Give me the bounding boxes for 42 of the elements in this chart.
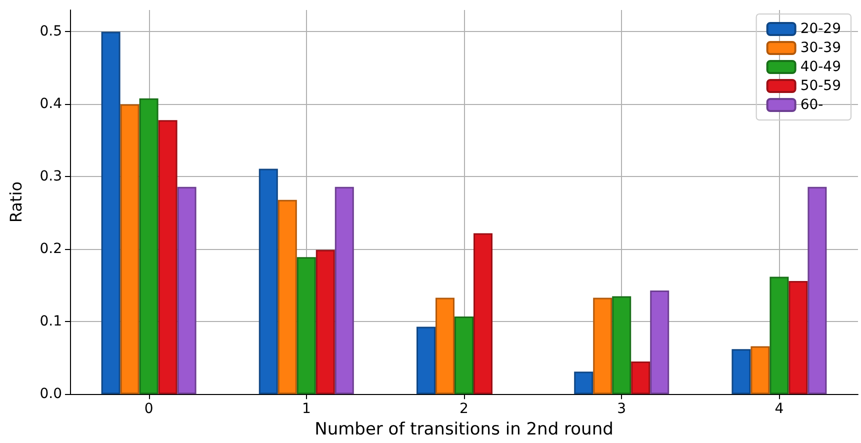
bar <box>416 326 436 394</box>
x-tick-label: 4 <box>774 401 784 418</box>
y-tick-label: 0.5 <box>40 24 62 40</box>
bar <box>750 346 770 394</box>
legend-label: 20-29 <box>800 21 842 37</box>
y-tick-label: 0.4 <box>40 96 62 112</box>
bar <box>650 290 670 394</box>
bar <box>296 257 316 394</box>
bar <box>474 233 492 394</box>
bar <box>334 186 354 394</box>
bar <box>770 276 789 394</box>
y-tick-label: 0.2 <box>40 241 62 258</box>
legend-label: 30-39 <box>800 40 842 56</box>
x-tick-label: 3 <box>617 401 626 418</box>
bar <box>574 372 594 394</box>
bar <box>258 168 278 394</box>
bar <box>454 316 474 394</box>
bar <box>808 186 827 394</box>
bar <box>631 361 650 394</box>
y-tick-label: 0.1 <box>40 314 62 330</box>
y-tick-label: 0.3 <box>40 168 62 185</box>
x-axis-title: Number of transitions in 2nd round <box>314 420 614 440</box>
y-tick-label: 0.0 <box>40 386 62 402</box>
legend-label: 40-49 <box>800 59 842 75</box>
bar <box>158 120 178 394</box>
bar <box>101 32 120 394</box>
bar <box>612 296 632 394</box>
x-tick-label: 1 <box>302 401 311 418</box>
bar <box>177 186 196 394</box>
x-tick-label: 2 <box>460 401 468 418</box>
bar <box>278 200 297 394</box>
bar <box>120 104 140 394</box>
bar <box>316 250 335 394</box>
bar <box>593 298 612 394</box>
x-tick-label: 0 <box>144 401 154 418</box>
bar <box>436 298 454 394</box>
bar <box>139 98 158 394</box>
bar <box>788 281 808 394</box>
y-axis-title: Ratio <box>6 182 26 223</box>
bar <box>732 349 751 394</box>
legend-label: 50-59 <box>800 78 842 94</box>
legend-label: 60- <box>800 97 824 113</box>
